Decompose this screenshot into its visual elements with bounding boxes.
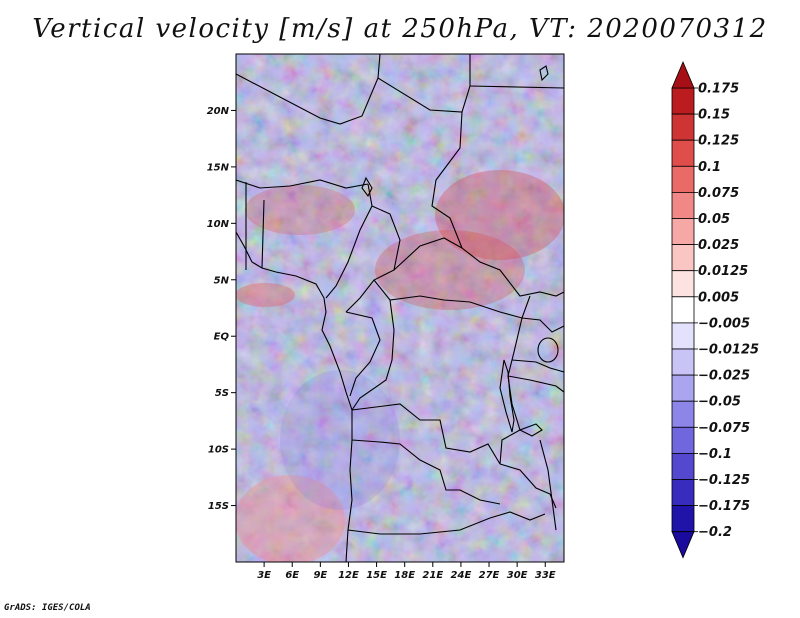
colorbar-swatch	[671, 139, 695, 167]
plot-title: Vertical velocity [m/s] at 250hPa, VT: 2…	[32, 14, 768, 44]
lon-tick-label: 21E	[422, 570, 443, 581]
colorbar-level-label: 0.05	[698, 212, 730, 227]
colorbar-level-label: −0.125	[698, 473, 750, 488]
lon-tick-label: 18E	[394, 570, 415, 581]
colorbar-level-label: 0.1	[698, 160, 721, 175]
lat-tick-label: 10S	[208, 445, 229, 456]
velocity-field	[236, 54, 564, 562]
colorbar-level-label: 0.005	[698, 290, 739, 305]
colorbar-swatch	[671, 374, 695, 402]
latitude-axis: 20N 15N 10N 5N EQ 5S 10S 15S	[207, 106, 236, 512]
colorbar-swatch	[671, 113, 695, 141]
lat-tick-label: 20N	[207, 106, 230, 117]
colorbar-swatches	[671, 87, 695, 533]
colorbar-swatch	[671, 322, 695, 350]
colorbar-level-label: 0.075	[698, 186, 739, 201]
country-borders	[236, 54, 564, 562]
lon-tick-label: 15E	[366, 570, 387, 581]
colorbar-swatch	[671, 400, 695, 428]
colorbar-swatch	[671, 348, 695, 376]
colorbar-level-label: 0.15	[698, 108, 730, 123]
lon-tick-label: 27E	[479, 570, 500, 581]
colorbar-swatch	[671, 165, 695, 193]
longitude-axis: 3E 6E 9E 12E 15E 18E 21E 24E 27E 30E 33E	[257, 562, 556, 581]
lon-tick-label: 33E	[535, 570, 556, 581]
lon-tick-label: 9E	[313, 570, 327, 581]
colorbar-swatch	[671, 244, 695, 272]
colorbar-swatch	[671, 296, 695, 324]
map-frame	[235, 53, 565, 563]
lon-tick-label: 3E	[257, 570, 271, 581]
lat-tick-label: 5S	[215, 388, 229, 399]
colorbar-level-label: −0.175	[698, 499, 750, 514]
lat-tick-label: 15N	[207, 162, 230, 173]
colorbar-swatch	[671, 270, 695, 298]
lon-tick-label: 12E	[338, 570, 359, 581]
colorbar-swatch	[671, 218, 695, 246]
colorbar-level-label: −0.05	[698, 395, 741, 410]
lon-tick-label: 6E	[285, 570, 299, 581]
colorbar-bottom-arrow	[671, 531, 695, 559]
colorbar-level-label: −0.0125	[698, 343, 759, 358]
colorbar-level-label: 0.0125	[698, 264, 748, 279]
colorbar-level-label: −0.025	[698, 369, 750, 384]
colorbar-swatch	[671, 479, 695, 507]
colorbar-top-arrow	[671, 60, 695, 89]
colorbar-level-label: −0.2	[698, 525, 732, 540]
colorbar-swatch	[671, 426, 695, 454]
lat-tick-label: 10N	[207, 219, 230, 230]
colorbar-swatch	[671, 452, 695, 480]
colorbar-swatch	[671, 87, 695, 115]
colorbar-level-label: −0.075	[698, 421, 750, 436]
lon-tick-label: 24E	[451, 570, 472, 581]
colorbar-swatch	[671, 191, 695, 219]
colorbar-swatch	[671, 505, 695, 533]
colorbar-labels: 0.175 0.15 0.125 0.1 0.075 0.05 0.025 0.0125 0.0…	[694, 82, 759, 540]
lat-tick-label: 5N	[214, 275, 230, 286]
lat-tick-label: 15S	[208, 501, 229, 512]
lat-tick-label: EQ	[214, 332, 230, 343]
lon-tick-label: 30E	[507, 570, 528, 581]
colorbar-level-label: 0.175	[698, 82, 739, 97]
colorbar-level-label: 0.125	[698, 134, 739, 149]
grads-credit: GrADS: IGES/COLA	[4, 603, 91, 613]
colorbar-level-label: −0.005	[698, 316, 750, 331]
colorbar-level-label: −0.1	[698, 447, 732, 462]
colorbar-level-label: 0.025	[698, 238, 739, 253]
